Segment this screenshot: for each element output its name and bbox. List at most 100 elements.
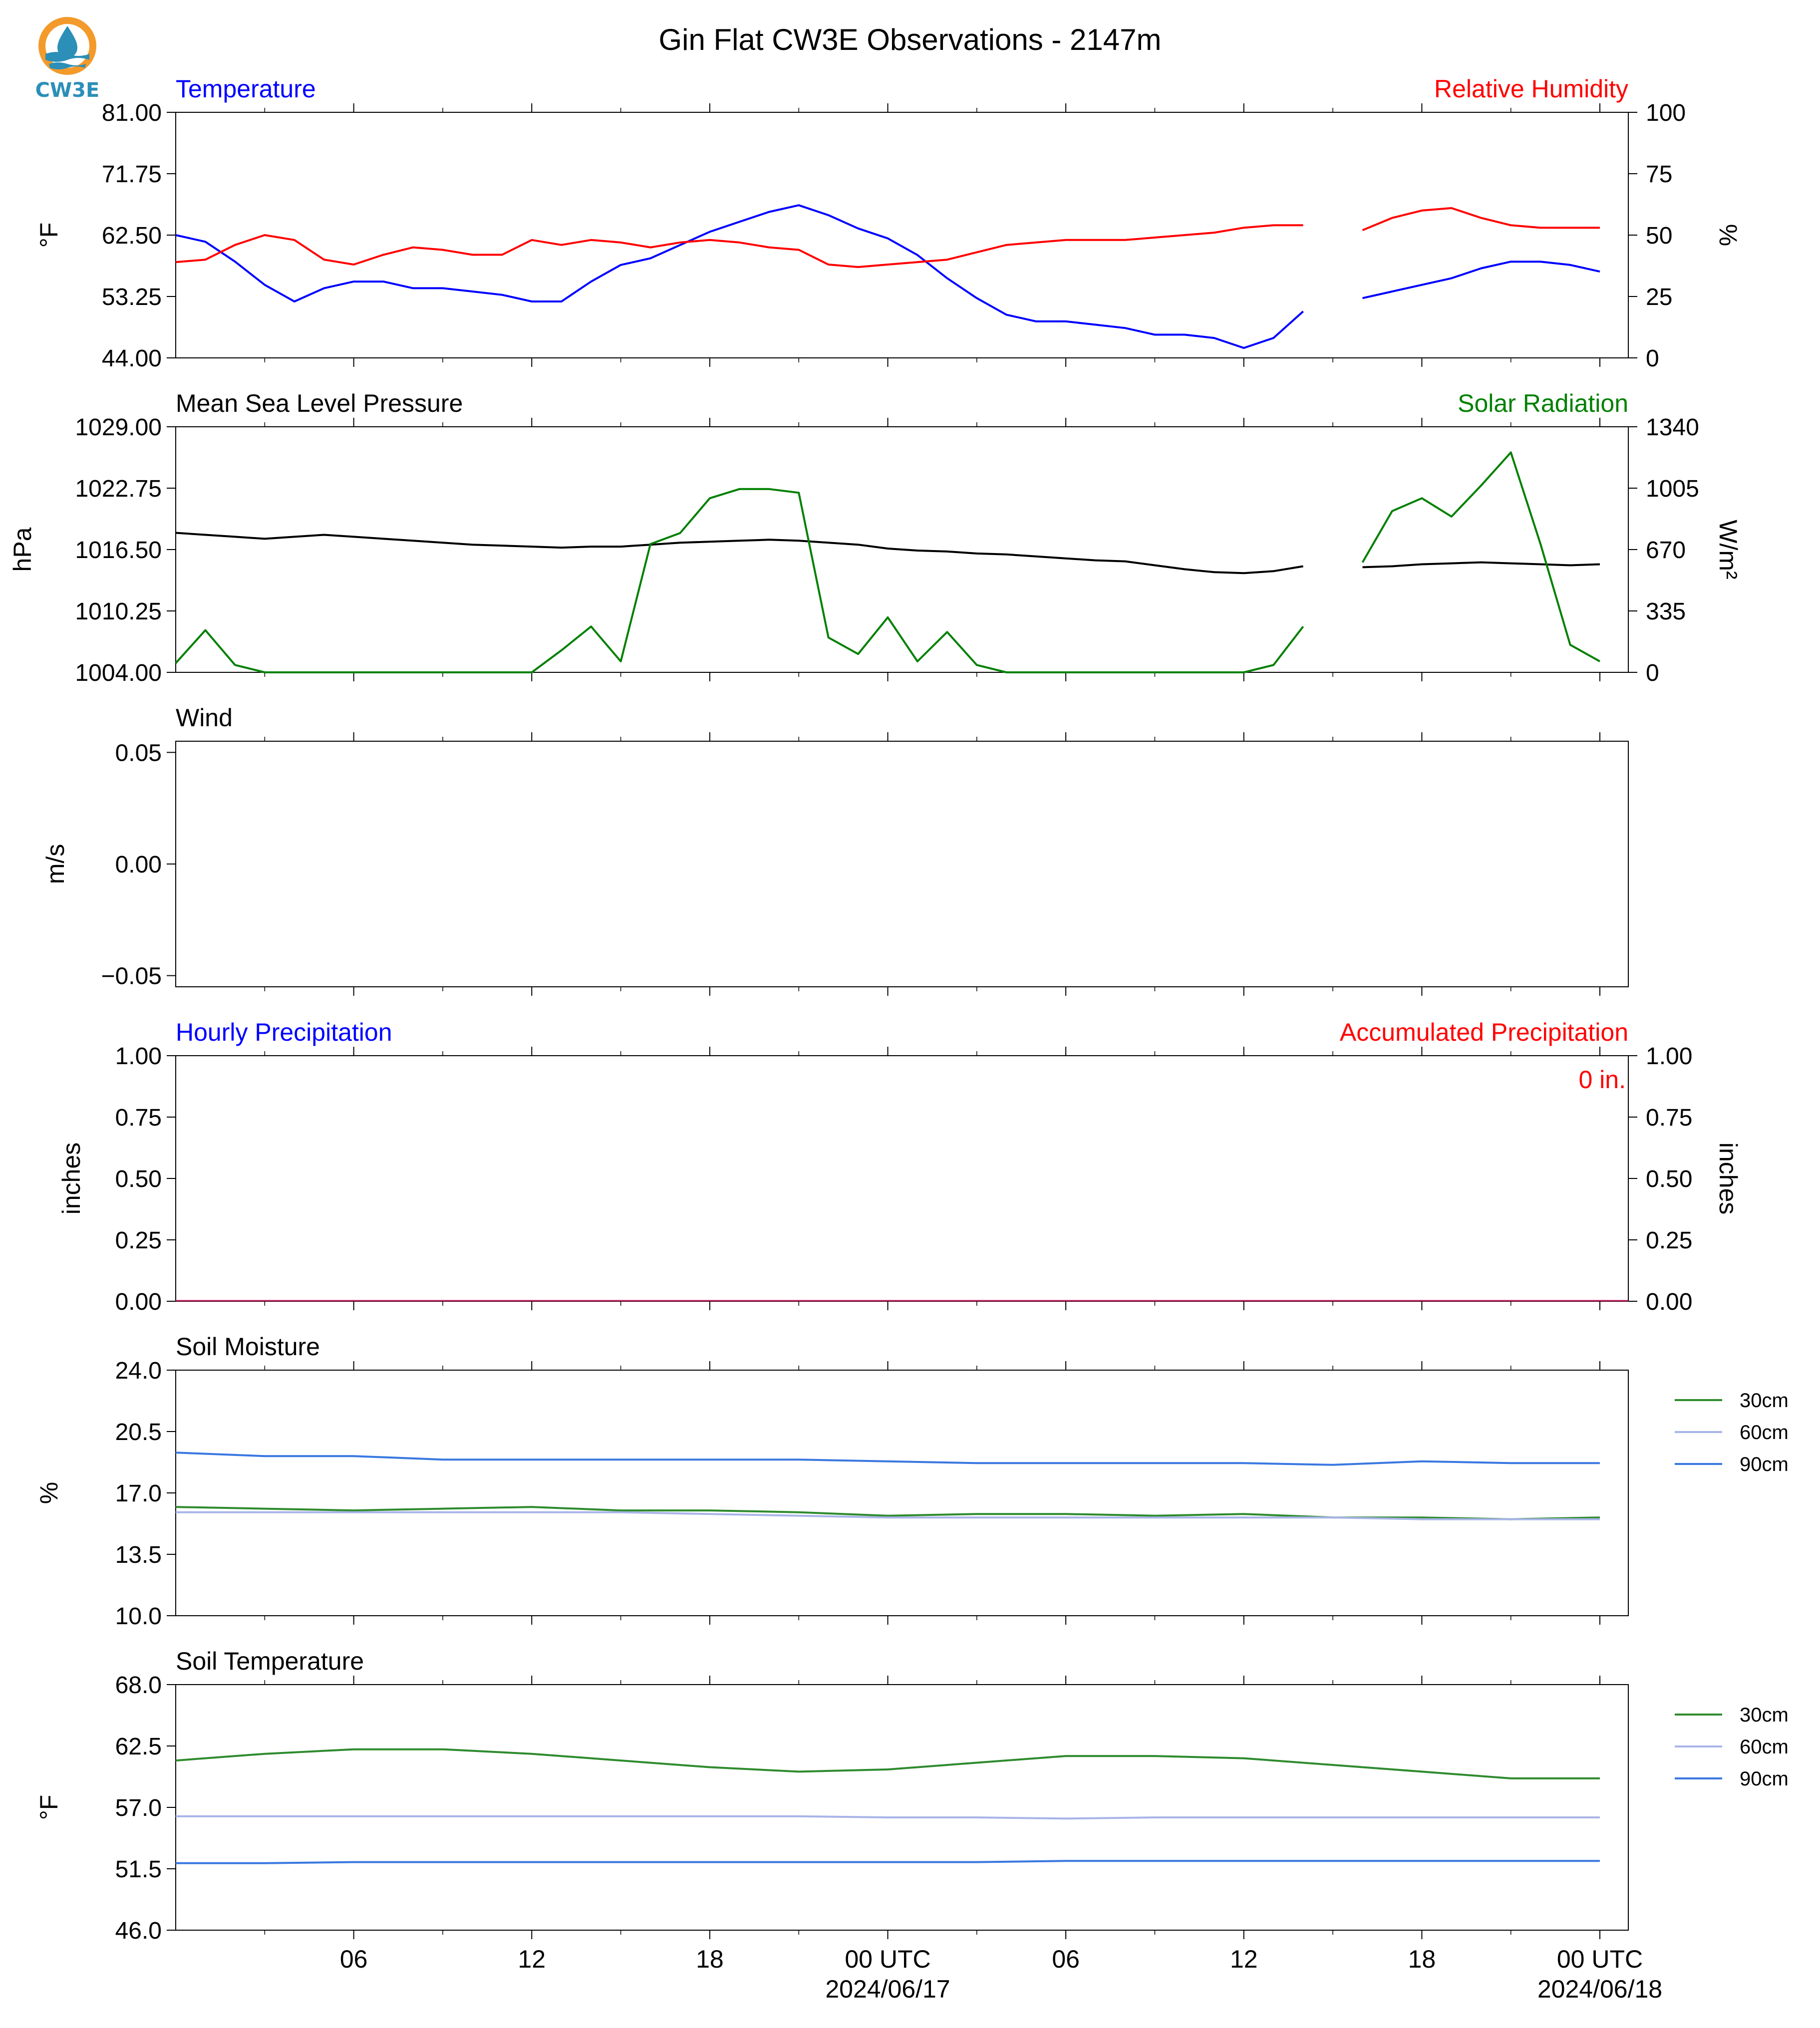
y-tick-label: 24.0 [115, 1358, 162, 1384]
y2-tick-label: 0.75 [1646, 1105, 1692, 1131]
panel-3: Wind −0.05 0.00 0.05 m/s [41, 704, 1629, 996]
series-line-solar-radiation [175, 451, 1600, 673]
x-tick-label: 18 [696, 1945, 724, 1973]
legend-label: 30cm [1740, 1704, 1789, 1726]
y-tick-label: 20.5 [115, 1419, 162, 1446]
plot-frame [175, 112, 1629, 358]
y-tick-label: 0.05 [115, 740, 162, 766]
series-line-mean-sea-level-pressure [175, 532, 1600, 575]
panel-title-left: Soil Temperature [176, 1647, 364, 1675]
x-tick-label: 06 [1052, 1945, 1080, 1973]
panel-1: Temperature Relative Humidity 44.00 53.25 62… [35, 75, 1742, 372]
panel-title-left: Mean Sea Level Pressure [176, 389, 463, 417]
y2-tick-label: 1005 [1646, 476, 1699, 502]
panel-6: Soil Temperature 46.0 51.5 57.0 62.5 68.0 °F 30… [35, 1647, 1789, 1944]
y-axis-label: hPa [8, 527, 36, 572]
y2-tick-label: 335 [1646, 598, 1686, 625]
y2-tick-label: 25 [1646, 284, 1672, 310]
y2-tick-label: 0 [1646, 345, 1659, 372]
y-axis-label: inches [57, 1143, 85, 1215]
legend-label: 90cm [1740, 1768, 1789, 1790]
y-tick-label: 46.0 [115, 1918, 162, 1944]
y-tick-label: 0.75 [115, 1105, 162, 1131]
series-line-30cm [175, 1748, 1600, 1779]
y2-tick-label: 0 [1646, 660, 1659, 686]
x-tick-label: 18 [1408, 1945, 1436, 1973]
y2-tick-label: 670 [1646, 537, 1686, 564]
y-tick-label: 51.5 [115, 1856, 162, 1883]
y-tick-label: 0.00 [115, 852, 162, 878]
x-tick-label: 00 UTC [1557, 1945, 1643, 1973]
panel-title-right: Accumulated Precipitation [1340, 1018, 1628, 1046]
logo-text: CW3E [35, 79, 100, 102]
y2-axis-label: % [1714, 224, 1742, 246]
y-tick-label: 1.00 [115, 1043, 162, 1070]
y-axis-label: °F [35, 223, 63, 248]
y-tick-label: 71.75 [102, 161, 162, 188]
y-tick-label: 1016.50 [75, 537, 162, 564]
series-line-60cm [176, 1815, 1600, 1820]
y-axis-label: °F [35, 1795, 63, 1820]
y2-tick-label: 100 [1646, 100, 1686, 126]
y2-tick-label: 1340 [1646, 414, 1699, 441]
panels: Temperature Relative Humidity 44.00 53.25 62… [8, 75, 1789, 2003]
y-tick-label: 0.25 [115, 1227, 162, 1254]
x-tick-label: 00 UTC [845, 1945, 930, 1973]
y2-tick-label: 0.25 [1646, 1227, 1692, 1254]
x-tick-label: 06 [340, 1945, 368, 1973]
plot-frame [175, 1055, 1629, 1302]
panel-title-left: Soil Moisture [176, 1333, 320, 1361]
y-tick-label: 62.5 [115, 1734, 162, 1760]
y-tick-label: 44.00 [102, 345, 162, 372]
accumulated-total-label: 0 in. [1578, 1066, 1626, 1094]
y-tick-label: 10.0 [115, 1603, 162, 1630]
y-tick-label: 0.50 [115, 1166, 162, 1192]
plot-frame [175, 1370, 1629, 1616]
panel-4: Hourly Precipitation Accumulated Precipit… [57, 1018, 1742, 1315]
y-tick-label: −0.05 [101, 963, 162, 990]
x-date-label: 2024/06/18 [1537, 1975, 1662, 2003]
panel-title-left: Temperature [176, 75, 316, 103]
y-axis-label: % [35, 1482, 63, 1504]
y2-tick-label: 1.00 [1646, 1043, 1692, 1070]
panel-2: Mean Sea Level Pressure Solar Radiation 10… [8, 389, 1742, 686]
series-line-90cm [175, 1451, 1600, 1466]
y2-tick-label: 0.50 [1646, 1166, 1692, 1192]
series-line-90cm [176, 1860, 1600, 1864]
y2-tick-label: 75 [1646, 161, 1672, 188]
y-tick-label: 68.0 [115, 1672, 162, 1699]
panel-title-left: Hourly Precipitation [176, 1018, 392, 1046]
y-tick-label: 17.0 [115, 1480, 162, 1507]
series-line-relative-humidity [175, 207, 1600, 268]
y-tick-label: 0.00 [115, 1289, 162, 1315]
y-tick-label: 13.5 [115, 1542, 162, 1568]
logo-icon [38, 17, 96, 75]
y-tick-label: 62.50 [102, 223, 162, 249]
panel-title-right: Relative Humidity [1434, 75, 1628, 103]
x-tick-label: 12 [1230, 1945, 1258, 1973]
y-tick-label: 1004.00 [75, 660, 162, 686]
panel-5: Soil Moisture 10.0 13.5 17.0 20.5 24.0% 30cm 60… [35, 1333, 1789, 1630]
legend-label: 60cm [1740, 1736, 1789, 1758]
series-line-temperature [175, 204, 1600, 349]
y2-tick-label: 0.00 [1646, 1289, 1692, 1315]
y2-tick-label: 50 [1646, 223, 1672, 249]
plot-frame [175, 1684, 1629, 1931]
y-tick-label: 1029.00 [75, 414, 162, 441]
plot-frame [175, 741, 1629, 987]
series-line-60cm [176, 1511, 1600, 1520]
y2-axis-label: inches [1714, 1143, 1742, 1215]
x-tick-label: 12 [518, 1945, 546, 1973]
legend-label: 30cm [1740, 1390, 1789, 1412]
y-tick-label: 57.0 [115, 1795, 162, 1821]
cw3e-logo: CW3E [30, 15, 105, 102]
y-tick-label: 1010.25 [75, 598, 162, 625]
panel-title-right: Solar Radiation [1458, 389, 1628, 417]
y-tick-label: 81.00 [102, 100, 162, 126]
panel-title-left: Wind [176, 704, 233, 732]
legend-label: 60cm [1740, 1422, 1789, 1444]
legend-label: 90cm [1740, 1453, 1789, 1475]
y2-axis-label: W/m² [1714, 520, 1742, 579]
y-tick-label: 1022.75 [75, 476, 162, 502]
